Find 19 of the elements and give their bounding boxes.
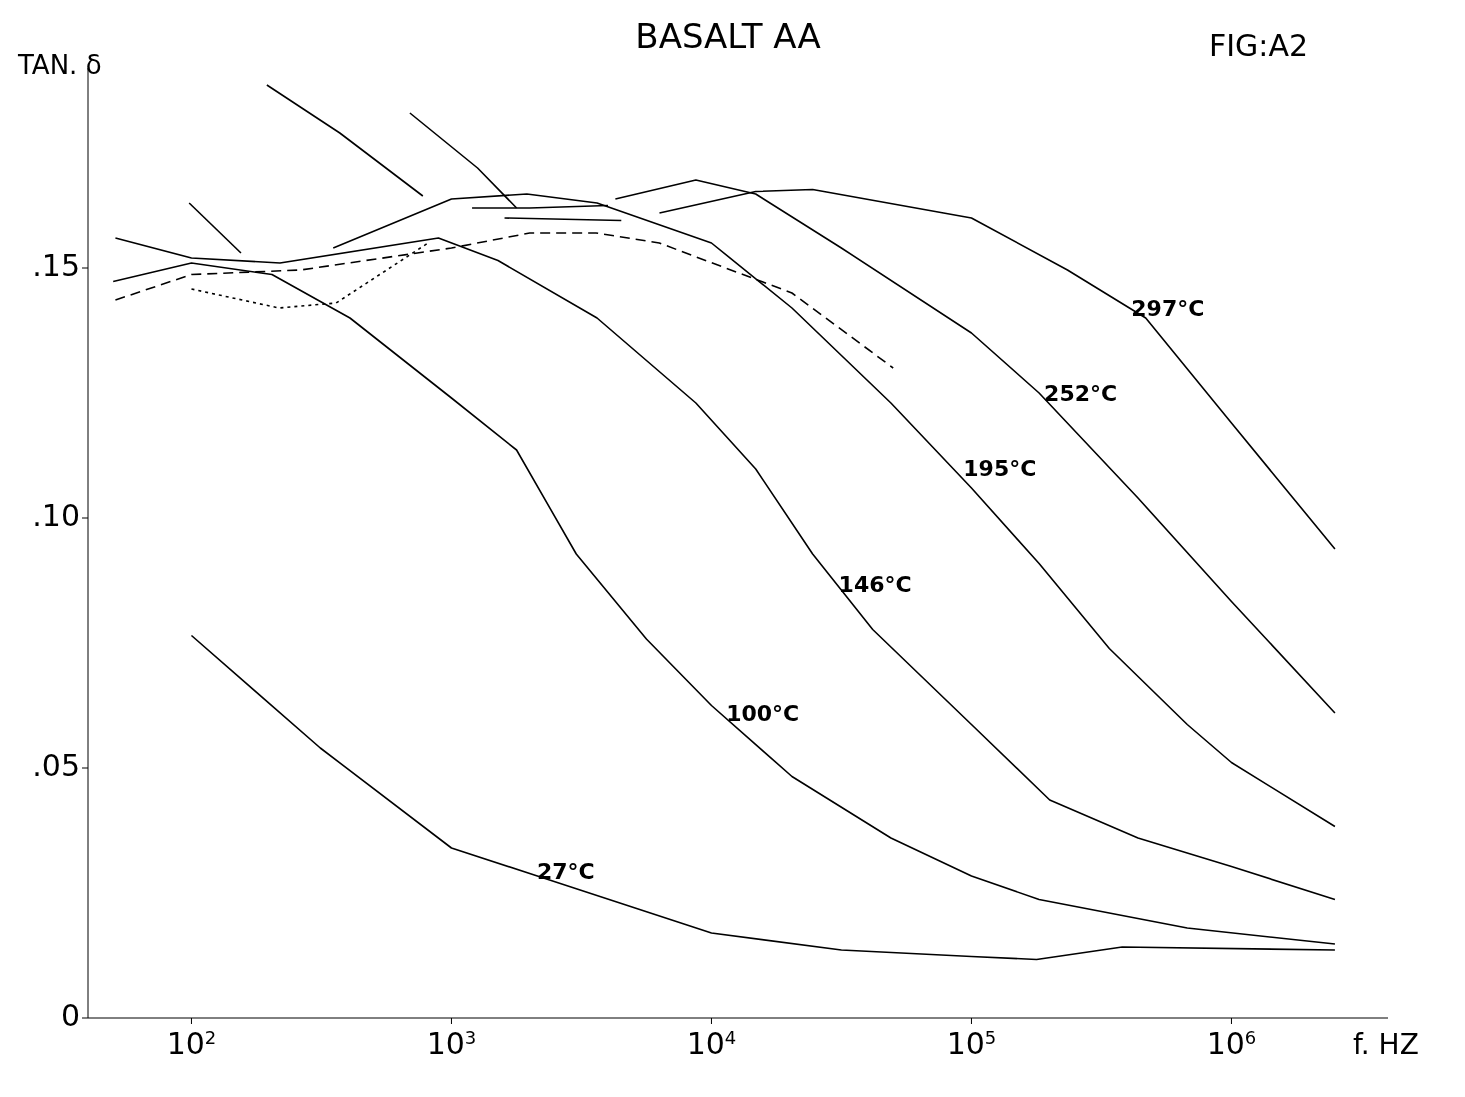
x-tick-label: 10$^{2}$ (166, 1026, 217, 1061)
annotation: 297°C (1131, 295, 1205, 321)
x-tick-label: 10$^{4}$ (686, 1026, 737, 1061)
x-axis-title: f. HZ (1353, 1028, 1419, 1061)
y-tick-label: .05 (32, 748, 80, 783)
annotation: 252°C (1044, 380, 1118, 406)
annotation: 146°C (838, 572, 912, 598)
y-tick-label: .15 (32, 248, 80, 283)
y-axis-title: TAN. δ (18, 50, 102, 80)
annotation: 195°C (963, 455, 1037, 481)
y-tick-label: 0 (60, 998, 80, 1033)
chart-title: BASALT AA (635, 16, 821, 56)
x-tick-label: 10$^{3}$ (426, 1026, 477, 1061)
y-tick-label: .10 (32, 498, 80, 533)
text: FIG:A2 (1208, 28, 1308, 63)
annotation: 100°C (726, 700, 800, 726)
x-tick-label: 10$^{5}$ (946, 1026, 997, 1061)
annotation: 27°C (536, 858, 595, 884)
x-tick-label: 10$^{6}$ (1206, 1026, 1257, 1061)
